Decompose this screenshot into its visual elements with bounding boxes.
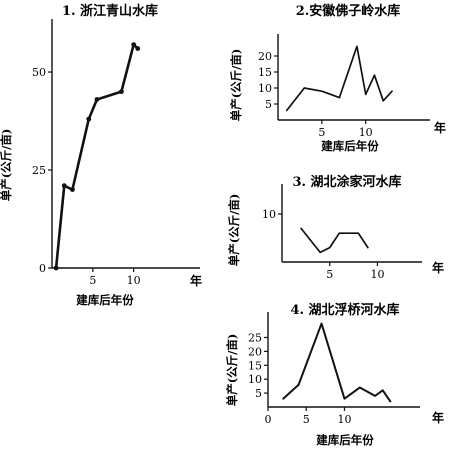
x-unit-label: 年 bbox=[190, 273, 202, 288]
y-tick-label: 10 bbox=[248, 373, 262, 386]
chart-title: 2.安徽佛子岭水库 bbox=[296, 3, 401, 19]
series-line-1 bbox=[282, 322, 392, 403]
y-tick-label: 0 bbox=[39, 262, 46, 275]
y-axis-label: 单产(公斤/亩) bbox=[0, 129, 13, 202]
series-line-1 bbox=[285, 45, 393, 112]
y-tick-label: 20 bbox=[258, 50, 272, 63]
data-point bbox=[131, 42, 137, 47]
chart-title: 3. 湖北涂家河水库 bbox=[292, 174, 401, 190]
data-point bbox=[70, 187, 75, 193]
y-tick-label: 10 bbox=[258, 82, 272, 95]
y-tick-label: 25 bbox=[248, 331, 262, 344]
x-tick-label: 10 bbox=[370, 268, 384, 281]
x-unit-label: 年 bbox=[434, 120, 446, 135]
x-tick-label: 0 bbox=[265, 413, 272, 426]
x-tick-label: 5 bbox=[318, 126, 325, 139]
chart-title: 4. 湖北浮桥河水库 bbox=[290, 302, 399, 318]
x-axis-label: 建库后年份 bbox=[316, 433, 374, 447]
series-line-1 bbox=[300, 227, 369, 254]
series-line-1 bbox=[54, 43, 140, 270]
chart-title: 1. 浙江青山水库 bbox=[62, 3, 158, 19]
y-axis-label: 单产(公斤/亩) bbox=[225, 334, 239, 407]
x-tick-label: 5 bbox=[89, 274, 96, 287]
data-point bbox=[119, 89, 124, 95]
data-point bbox=[94, 97, 100, 102]
y-tick-label: 50 bbox=[32, 66, 46, 79]
x-axis-label: 建库后年份 bbox=[321, 139, 379, 153]
x-unit-label: 年 bbox=[432, 260, 444, 275]
data-point bbox=[86, 116, 92, 122]
x-tick-label: 10 bbox=[359, 126, 373, 139]
y-tick-label: 15 bbox=[258, 66, 272, 79]
y-tick-label: 15 bbox=[248, 359, 262, 372]
y-tick-label: 20 bbox=[248, 345, 262, 358]
x-axis-label: 建库后年份 bbox=[76, 293, 134, 307]
chart-panel-3: 3. 湖北涂家河水库 10 5 10 单产(公斤/亩) 年 bbox=[227, 174, 444, 281]
chart-panel-1: 1. 浙江青山水库 0 25 50 5 10 单产(公斤/亩) 建库后年份 年 bbox=[0, 3, 202, 307]
x-tick-label: 5 bbox=[326, 268, 333, 281]
y-tick-label: 5 bbox=[265, 98, 272, 111]
x-tick-label: 5 bbox=[303, 413, 310, 426]
y-axis-label: 单产(公斤/亩) bbox=[227, 194, 241, 267]
y-tick-label: 5 bbox=[255, 387, 262, 400]
x-tick-label: 10 bbox=[127, 274, 141, 287]
y-tick-label: 25 bbox=[32, 164, 46, 177]
chart-panel-2: 2.安徽佛子岭水库 5 10 15 20 5 10 单产(公斤/亩) 建库后年份 年 bbox=[229, 3, 446, 153]
data-point bbox=[61, 183, 67, 189]
data-point bbox=[53, 265, 59, 271]
data-point bbox=[135, 46, 141, 51]
x-tick-label: 10 bbox=[337, 413, 351, 426]
x-unit-label: 年 bbox=[432, 410, 444, 425]
y-tick-label: 10 bbox=[262, 208, 276, 221]
y-axis-label: 单产(公斤/亩) bbox=[229, 49, 243, 122]
